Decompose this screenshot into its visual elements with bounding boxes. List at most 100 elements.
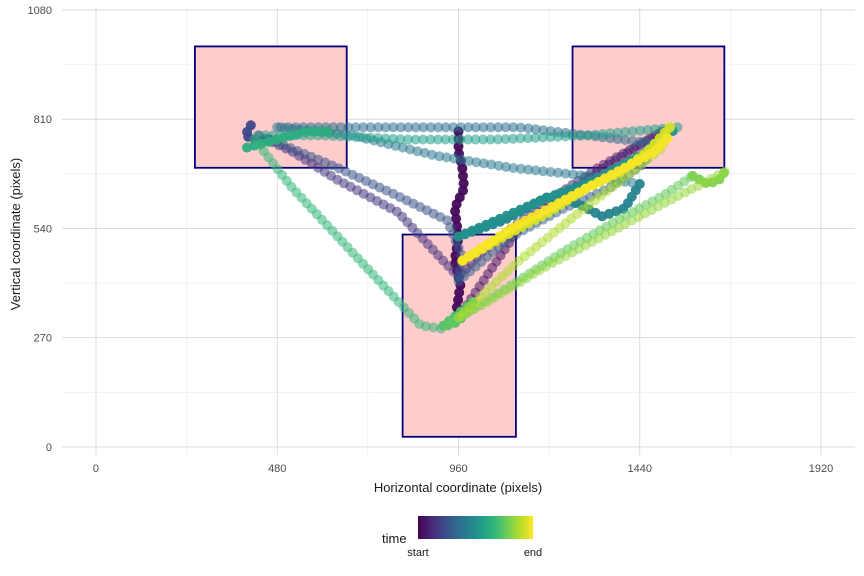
y-axis: 0 270 540 810 1080 bbox=[28, 5, 52, 454]
trajectory-point bbox=[322, 126, 333, 137]
trajectory-point bbox=[470, 134, 481, 145]
y-tick-label: 540 bbox=[34, 223, 52, 235]
y-tick-label: 810 bbox=[34, 114, 52, 126]
trajectory-point bbox=[597, 129, 608, 139]
y-tick-label: 270 bbox=[34, 333, 52, 345]
x-axis: 0 480 960 1440 1920 bbox=[93, 463, 833, 475]
trajectory-point bbox=[508, 122, 519, 133]
trajectory-point bbox=[314, 126, 325, 137]
trajectory-point bbox=[635, 136, 645, 147]
trajectory-point bbox=[605, 128, 616, 139]
trajectory-point bbox=[508, 133, 518, 144]
trajectory-point bbox=[410, 122, 421, 133]
trajectory-point bbox=[627, 126, 638, 137]
trajectory-point bbox=[560, 131, 571, 142]
trajectory-point bbox=[530, 165, 541, 176]
trajectory-point bbox=[493, 122, 504, 133]
trajectory-point bbox=[530, 132, 541, 143]
trajectory-point bbox=[451, 213, 462, 224]
x-tick-label: 1920 bbox=[809, 463, 833, 475]
trajectory-point bbox=[590, 129, 601, 140]
trajectory-point bbox=[440, 122, 451, 133]
y-tick-label: 0 bbox=[46, 442, 52, 454]
trajectory-point bbox=[418, 122, 429, 133]
trajectory-point bbox=[458, 170, 468, 181]
trajectory-point bbox=[448, 122, 459, 133]
trajectory-point bbox=[300, 127, 310, 137]
trajectory-point bbox=[567, 131, 578, 142]
trajectory-point bbox=[650, 124, 661, 135]
trajectory-point bbox=[493, 160, 504, 171]
trajectory-point bbox=[627, 135, 638, 146]
trajectory-point bbox=[335, 131, 346, 142]
trajectories bbox=[242, 120, 730, 334]
trajectory-point bbox=[350, 122, 361, 133]
trajectory-point bbox=[463, 122, 474, 133]
trajectory-point bbox=[441, 152, 452, 163]
x-tick-label: 480 bbox=[268, 463, 286, 475]
trajectory-point bbox=[449, 153, 460, 164]
trajectory-point bbox=[453, 294, 464, 305]
trajectory-point bbox=[662, 133, 673, 144]
trajectory-point bbox=[672, 122, 683, 133]
trajectory-point bbox=[568, 169, 579, 180]
trajectory-point bbox=[485, 122, 496, 133]
trajectory-point bbox=[373, 122, 384, 133]
trajectory-point bbox=[455, 134, 466, 145]
trajectory-point bbox=[410, 134, 421, 145]
trajectory-point bbox=[560, 168, 571, 179]
legend: time start end bbox=[382, 516, 542, 559]
trajectory-point bbox=[433, 134, 443, 145]
trajectory-point bbox=[365, 122, 376, 133]
trajectory-point bbox=[553, 167, 564, 178]
x-tick-label: 960 bbox=[449, 463, 467, 475]
trajectory-point bbox=[343, 131, 353, 142]
trajectory-point bbox=[403, 134, 413, 145]
trajectory-point bbox=[486, 159, 497, 170]
trajectory-point bbox=[522, 133, 533, 144]
trajectory bbox=[456, 166, 730, 321]
trajectory-point bbox=[508, 163, 519, 173]
trajectory-point bbox=[464, 156, 474, 166]
trajectory-point bbox=[395, 122, 406, 133]
trajectory-point bbox=[545, 132, 556, 143]
legend-colorbar bbox=[418, 516, 533, 539]
trajectory-point bbox=[428, 322, 439, 333]
trajectory-point bbox=[537, 132, 548, 143]
y-tick-label: 1080 bbox=[28, 5, 52, 17]
legend-end-label: end bbox=[524, 547, 542, 559]
trajectory-point bbox=[478, 158, 489, 169]
trajectory-point bbox=[493, 134, 503, 145]
trajectory-point bbox=[456, 154, 467, 165]
trajectory-point bbox=[485, 134, 496, 145]
trajectory-point bbox=[582, 130, 593, 141]
trajectory-point bbox=[440, 134, 451, 145]
trajectory-point bbox=[358, 122, 369, 133]
trajectory-point bbox=[575, 130, 586, 141]
trajectory-point bbox=[388, 133, 398, 144]
trajectory-point bbox=[373, 133, 383, 144]
trajectory-point bbox=[454, 287, 465, 298]
trajectory-point bbox=[612, 127, 623, 138]
trajectory-point bbox=[515, 133, 526, 144]
legend-title: time bbox=[382, 531, 407, 546]
trajectory-point bbox=[380, 133, 391, 144]
trajectory-point bbox=[403, 122, 414, 133]
trajectory-point bbox=[523, 123, 534, 134]
x-axis-title: Horizontal coordinate (pixels) bbox=[374, 480, 542, 495]
trajectory-point bbox=[272, 122, 283, 133]
region-rectangles bbox=[194, 45, 726, 438]
x-tick-label: 0 bbox=[93, 463, 99, 475]
trajectory-point bbox=[538, 166, 549, 177]
trajectory-point bbox=[365, 132, 376, 143]
trajectory-point bbox=[552, 131, 563, 142]
trajectory-point bbox=[450, 206, 461, 217]
trajectory-point bbox=[478, 134, 488, 145]
trajectory-point bbox=[575, 170, 586, 181]
trajectory-point bbox=[470, 122, 481, 133]
trajectory-point bbox=[620, 135, 631, 145]
trajectory-point bbox=[500, 134, 511, 145]
trajectory-point bbox=[433, 122, 444, 133]
trajectory-point bbox=[501, 161, 511, 172]
